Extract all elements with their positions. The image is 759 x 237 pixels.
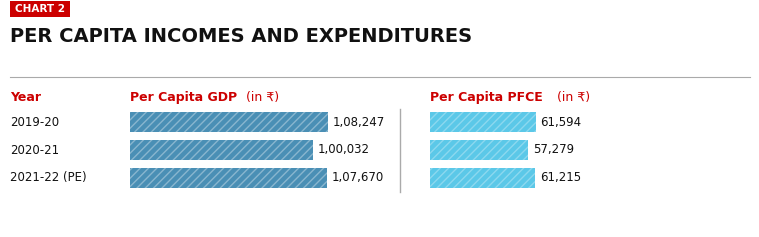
FancyBboxPatch shape xyxy=(130,168,326,188)
FancyBboxPatch shape xyxy=(430,140,528,160)
FancyBboxPatch shape xyxy=(430,168,535,188)
FancyBboxPatch shape xyxy=(130,140,313,160)
Text: 61,215: 61,215 xyxy=(540,172,581,184)
Text: Per Capita GDP: Per Capita GDP xyxy=(130,91,237,104)
Text: 1,00,032: 1,00,032 xyxy=(318,143,370,156)
FancyBboxPatch shape xyxy=(430,112,536,132)
Text: 61,594: 61,594 xyxy=(540,115,581,128)
Text: 57,279: 57,279 xyxy=(533,143,575,156)
Text: 1,07,670: 1,07,670 xyxy=(332,172,384,184)
Text: PER CAPITA INCOMES AND EXPENDITURES: PER CAPITA INCOMES AND EXPENDITURES xyxy=(10,27,472,46)
Text: (in ₹): (in ₹) xyxy=(242,91,279,104)
Text: Year: Year xyxy=(10,91,41,104)
Text: (in ₹): (in ₹) xyxy=(553,91,591,104)
Text: Per Capita PFCE: Per Capita PFCE xyxy=(430,91,543,104)
Text: 2021-22 (PE): 2021-22 (PE) xyxy=(10,172,87,184)
FancyBboxPatch shape xyxy=(10,1,70,17)
Text: CHART 2: CHART 2 xyxy=(15,4,65,14)
Text: 2019-20: 2019-20 xyxy=(10,115,59,128)
Text: 1,08,247: 1,08,247 xyxy=(332,115,385,128)
FancyBboxPatch shape xyxy=(130,112,328,132)
Text: 2020-21: 2020-21 xyxy=(10,143,59,156)
